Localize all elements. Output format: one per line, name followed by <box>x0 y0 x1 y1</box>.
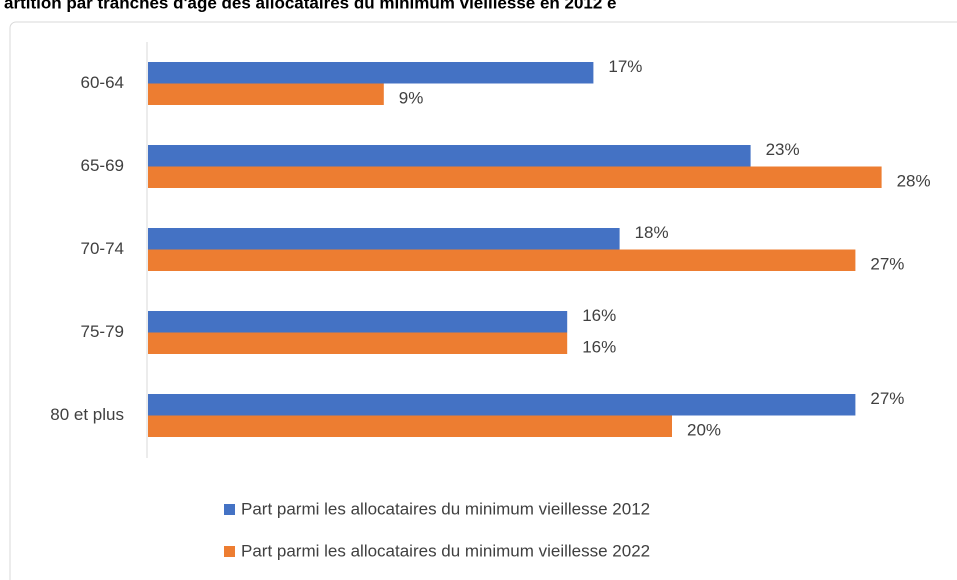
y-tick-label: 80 et plus <box>50 405 124 424</box>
bar <box>148 83 384 105</box>
data-label: 18% <box>635 223 669 242</box>
bar <box>148 62 594 84</box>
data-label: 27% <box>870 389 904 408</box>
data-label: 28% <box>897 172 931 191</box>
y-tick-label: 65-69 <box>81 156 124 175</box>
chart-frame <box>9 21 957 580</box>
data-label: 17% <box>608 57 642 76</box>
data-label: 16% <box>582 338 616 357</box>
bar <box>148 394 856 416</box>
data-label: 27% <box>870 255 904 274</box>
legend-label: Part parmi les allocataires du minimum v… <box>241 541 650 560</box>
bar <box>148 249 856 271</box>
data-label: 16% <box>582 306 616 325</box>
y-tick-label: 75-79 <box>81 322 124 341</box>
y-tick-label: 60-64 <box>81 73 124 92</box>
legend-label: Part parmi les allocataires du minimum v… <box>241 499 650 518</box>
data-label: 9% <box>399 89 424 108</box>
data-label: 23% <box>766 140 800 159</box>
y-tick-label: 70-74 <box>81 239 124 258</box>
data-label: 20% <box>687 421 721 440</box>
chart-title: artition par tranches d'âge des allocata… <box>4 0 617 12</box>
bar <box>148 415 672 437</box>
bar <box>148 311 568 333</box>
legend-swatch <box>224 546 235 557</box>
bar <box>148 145 751 167</box>
bar <box>148 228 620 250</box>
legend-swatch <box>224 504 235 515</box>
bar <box>148 166 882 188</box>
bar <box>148 332 568 354</box>
